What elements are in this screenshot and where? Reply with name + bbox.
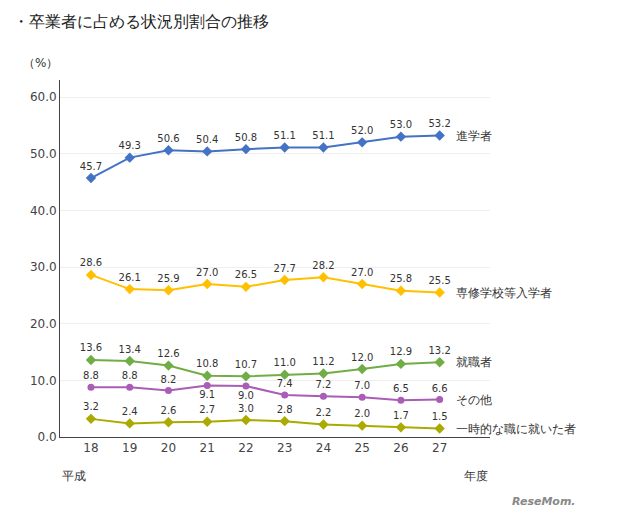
svg-text:25.9: 25.9 <box>157 273 179 284</box>
svg-text:2.8: 2.8 <box>277 404 293 415</box>
svg-text:13.6: 13.6 <box>80 342 102 353</box>
svg-text:20.0: 20.0 <box>30 317 57 331</box>
svg-text:10.8: 10.8 <box>196 358 218 369</box>
svg-text:0.0: 0.0 <box>38 430 57 444</box>
svg-text:25: 25 <box>355 441 370 455</box>
svg-text:12.9: 12.9 <box>390 346 412 357</box>
svg-text:専修学校等入学者: 専修学校等入学者 <box>456 286 552 300</box>
svg-text:20: 20 <box>161 441 176 455</box>
svg-text:ReseMom.: ReseMom. <box>512 495 576 508</box>
svg-text:7.0: 7.0 <box>354 380 370 391</box>
svg-text:3.2: 3.2 <box>83 401 99 412</box>
svg-text:（%）: （%） <box>23 56 58 70</box>
svg-text:10.0: 10.0 <box>30 374 57 388</box>
svg-text:26.1: 26.1 <box>119 272 141 283</box>
svg-text:30.0: 30.0 <box>30 260 57 274</box>
svg-text:2.0: 2.0 <box>354 408 370 419</box>
svg-text:25.8: 25.8 <box>390 273 412 284</box>
svg-text:平成: 平成 <box>62 469 86 483</box>
svg-text:6.5: 6.5 <box>393 383 409 394</box>
svg-text:60.0: 60.0 <box>30 90 57 104</box>
svg-text:26.5: 26.5 <box>235 269 257 280</box>
svg-text:25.5: 25.5 <box>429 275 451 286</box>
svg-text:9.1: 9.1 <box>199 389 215 400</box>
svg-text:3.0: 3.0 <box>238 403 254 414</box>
svg-text:27.0: 27.0 <box>196 267 218 278</box>
svg-text:13.2: 13.2 <box>429 345 451 356</box>
svg-text:2.2: 2.2 <box>315 407 331 418</box>
svg-text:10.7: 10.7 <box>235 359 257 370</box>
svg-text:53.2: 53.2 <box>429 118 451 129</box>
svg-text:1.5: 1.5 <box>432 411 448 422</box>
svg-text:27: 27 <box>432 441 447 455</box>
svg-text:1.7: 1.7 <box>393 410 409 421</box>
svg-text:51.1: 51.1 <box>312 130 334 141</box>
svg-text:8.2: 8.2 <box>161 374 177 385</box>
svg-text:53.0: 53.0 <box>390 119 412 130</box>
svg-text:12.0: 12.0 <box>351 352 373 363</box>
svg-text:22: 22 <box>238 441 253 455</box>
svg-text:8.8: 8.8 <box>83 370 99 381</box>
svg-text:51.1: 51.1 <box>274 130 296 141</box>
svg-text:その他: その他 <box>456 393 492 407</box>
svg-text:2.6: 2.6 <box>161 405 177 416</box>
svg-text:28.6: 28.6 <box>80 257 102 268</box>
svg-text:50.8: 50.8 <box>235 132 257 143</box>
svg-text:12.6: 12.6 <box>157 348 179 359</box>
svg-text:就職者: 就職者 <box>456 355 492 369</box>
svg-text:50.6: 50.6 <box>157 133 179 144</box>
svg-text:45.7: 45.7 <box>80 161 102 172</box>
svg-text:7.2: 7.2 <box>315 379 331 390</box>
svg-text:40.0: 40.0 <box>30 204 57 218</box>
svg-text:2.7: 2.7 <box>199 404 215 415</box>
svg-text:50.4: 50.4 <box>196 134 218 145</box>
svg-text:49.3: 49.3 <box>119 140 141 151</box>
svg-text:6.6: 6.6 <box>432 383 448 394</box>
svg-text:19: 19 <box>122 441 137 455</box>
svg-text:進学者: 進学者 <box>456 129 492 143</box>
svg-text:27.7: 27.7 <box>274 263 296 274</box>
svg-text:26: 26 <box>393 441 408 455</box>
svg-text:23: 23 <box>277 441 292 455</box>
svg-text:52.0: 52.0 <box>351 125 373 136</box>
svg-text:27.0: 27.0 <box>351 267 373 278</box>
svg-text:9.0: 9.0 <box>238 390 254 401</box>
svg-text:24: 24 <box>316 441 331 455</box>
svg-text:50.0: 50.0 <box>30 147 57 161</box>
svg-text:11.2: 11.2 <box>312 356 334 367</box>
svg-text:13.4: 13.4 <box>119 344 141 355</box>
svg-text:18: 18 <box>83 441 98 455</box>
svg-text:・卒業者に占める状況別割合の推移: ・卒業者に占める状況別割合の推移 <box>13 12 269 31</box>
svg-text:21: 21 <box>200 441 215 455</box>
svg-text:一時的な職に就いた者: 一時的な職に就いた者 <box>456 422 576 436</box>
svg-text:年度: 年度 <box>464 469 488 483</box>
svg-text:28.2: 28.2 <box>312 260 334 271</box>
svg-text:8.8: 8.8 <box>122 370 138 381</box>
svg-text:2.4: 2.4 <box>122 406 138 417</box>
svg-text:7.4: 7.4 <box>277 378 293 389</box>
svg-text:11.0: 11.0 <box>274 357 296 368</box>
